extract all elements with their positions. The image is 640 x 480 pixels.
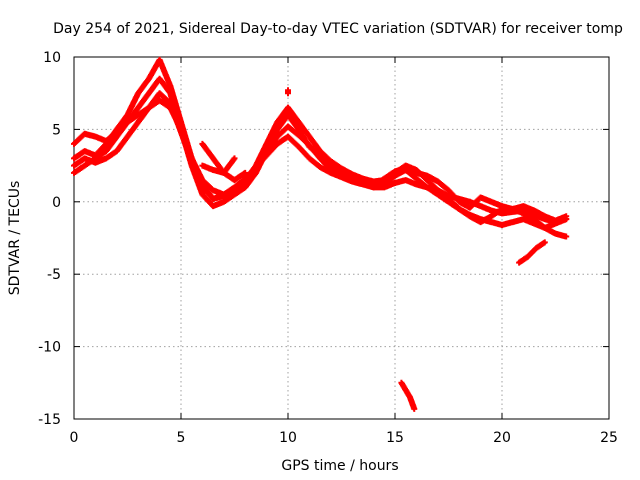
x-tick-label: 5	[177, 430, 186, 446]
data-point-markers	[398, 379, 418, 412]
plot-border	[73, 56, 610, 420]
y-tick-label: -5	[47, 267, 61, 283]
x-tick-label: 25	[600, 430, 618, 446]
x-tick-label: 15	[386, 430, 404, 446]
x-tick-labels: 0 5 10 15 20 25	[70, 430, 618, 446]
x-axis-label: GPS time / hours	[281, 458, 398, 474]
chart-title: Day 254 of 2021, Sidereal Day-to-day VTE…	[53, 21, 623, 37]
series-seg-1	[199, 140, 249, 184]
data-point-markers	[199, 140, 249, 184]
y-tick-labels: -15 -10 -5 0 5 10	[38, 50, 61, 428]
y-tick-label: 10	[43, 50, 61, 66]
data-point-markers	[199, 155, 238, 176]
grid-lines	[74, 57, 609, 419]
x-tick-label: 0	[70, 430, 79, 446]
data-points	[71, 56, 570, 412]
y-tick-label: 5	[52, 122, 61, 138]
series-seg-3	[516, 239, 548, 266]
y-axis-label: SDTVAR / TECUs	[7, 181, 23, 296]
x-tick-label: 10	[279, 430, 297, 446]
plot-frame	[73, 56, 610, 420]
data-point-markers	[71, 90, 570, 226]
data-point-markers	[285, 87, 291, 97]
y-tick-label: 0	[52, 195, 61, 211]
y-tick-label: -15	[38, 412, 61, 428]
series-seg-2	[199, 155, 238, 176]
y-tick-label: -10	[38, 340, 61, 356]
data-point-markers	[516, 239, 548, 266]
series-seg-5	[285, 87, 291, 97]
series-track-d	[71, 90, 570, 226]
x-tick-label: 20	[493, 430, 511, 446]
series-seg-4	[398, 379, 418, 412]
